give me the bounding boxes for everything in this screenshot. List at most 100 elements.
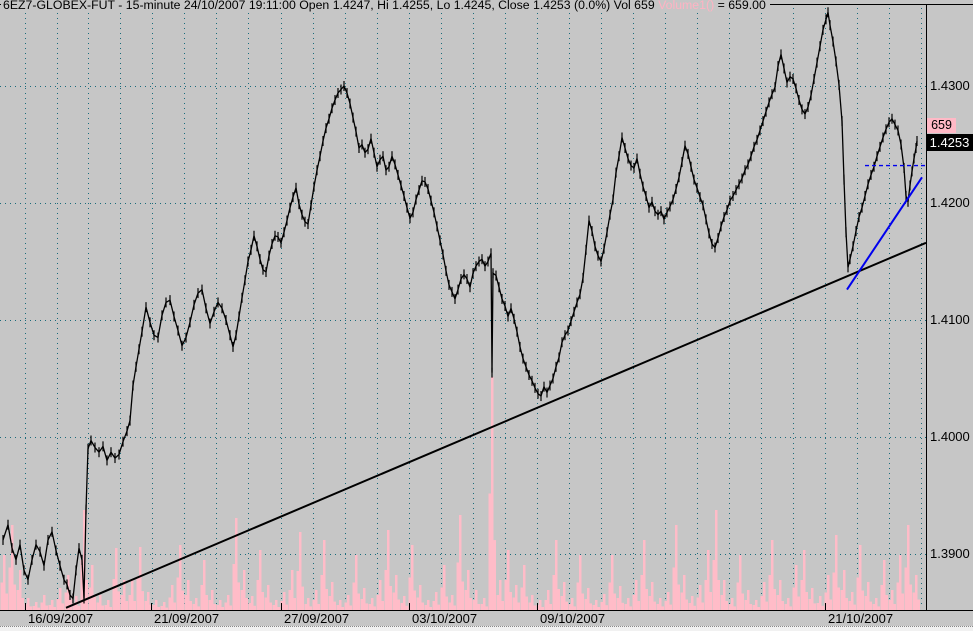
date-axis-label: 16/09/2007 [28,611,94,626]
volume-bar [533,605,536,610]
volume-bar [323,540,326,610]
volume-bar [645,589,648,610]
volume-bar [248,603,251,610]
volume-bar [544,600,547,610]
volume-bar [93,596,96,610]
volume-bar [376,595,379,610]
volume-bar [851,592,854,610]
major-uptrend-line[interactable] [65,241,927,609]
date-axis-label: 21/09/2007 [154,611,220,626]
volume-bar [147,592,150,610]
volume-bar [717,580,720,610]
volume-bar [451,595,454,610]
volume-bar [379,580,382,610]
volume-bar [347,595,350,610]
volume-bar [216,605,219,610]
volume-bar [163,602,166,610]
volume-bar [821,605,824,610]
volume-bar [603,594,606,610]
volume-bar [117,591,120,610]
volume-bar [136,578,139,610]
volume-bar [787,598,790,610]
volume-bar [725,601,728,610]
volume-bar [373,606,376,610]
volume-bar [272,605,275,610]
volume-bar [832,572,835,610]
volume-bar [528,602,531,610]
volume-bar [400,603,403,610]
volume-bar [613,593,616,610]
volume-bar [301,586,304,610]
volume-bar [411,545,414,610]
volume-bar [368,604,371,610]
volume-bar [819,596,822,610]
volume-bar [779,580,782,610]
volume-bar [51,600,54,610]
volume-bar [43,595,46,610]
volume-bar [277,607,280,610]
volume-bar [155,600,158,610]
volume-bar [237,582,240,610]
volume-bar [661,606,664,610]
volume-bar [491,377,494,610]
volume-bar [501,601,504,610]
volume-bar [224,602,227,610]
volume-bar [499,580,502,610]
volume-bar [752,605,755,610]
volume-bar [600,602,603,610]
volume-bar [371,598,374,610]
volume-bar [152,605,155,610]
volume-bar [29,606,32,610]
volume-bar [547,590,550,610]
volume-bar [816,603,819,610]
volume-bar [493,540,496,610]
volume-bar [184,595,187,610]
volume-bar [461,581,464,610]
short-term-uptrend-line[interactable] [846,176,923,291]
volume-bar [888,600,891,610]
volume-bar [763,582,766,610]
volume-bar [264,597,267,610]
volume-bar [341,607,344,610]
volume-bar [480,604,483,610]
volume-bar [27,598,30,610]
volume-bar [240,590,243,610]
volume-bar [680,592,683,610]
volume-bar [555,540,558,610]
volume-bar [525,596,528,610]
volume-bar [757,607,760,610]
volume-bar [656,604,659,610]
volume-bar [189,601,192,610]
volume-bar [365,603,368,610]
volume-bar [640,575,643,610]
volume-bar [53,607,56,610]
volume-bar [427,600,430,610]
volume-bar [120,595,123,610]
volume-bar [477,604,480,610]
volume-bar [432,601,435,610]
volume-bar [139,547,142,610]
volume-bar [45,605,48,610]
volume-bar [557,589,560,610]
volume-bar [395,575,398,610]
volume-bar [691,596,694,610]
volume-bar [419,585,422,610]
volume-bar [80,560,83,610]
volume-bar [576,582,579,610]
volume-bar [448,602,451,610]
volume-bar [747,590,750,610]
price-axis-label: 1.4300 [930,78,970,93]
volume-bar [771,540,774,610]
volume-bar [739,555,742,610]
volume-bar [509,592,512,610]
volume-bar [664,601,667,610]
volume-bar [435,592,438,610]
volume-bar [829,599,832,610]
volume-bar [437,604,440,610]
volume-bar [893,604,896,610]
volume-bar [387,530,390,610]
volume-bar [11,525,14,610]
volume-bar [723,580,726,610]
volume-bar [856,577,859,610]
